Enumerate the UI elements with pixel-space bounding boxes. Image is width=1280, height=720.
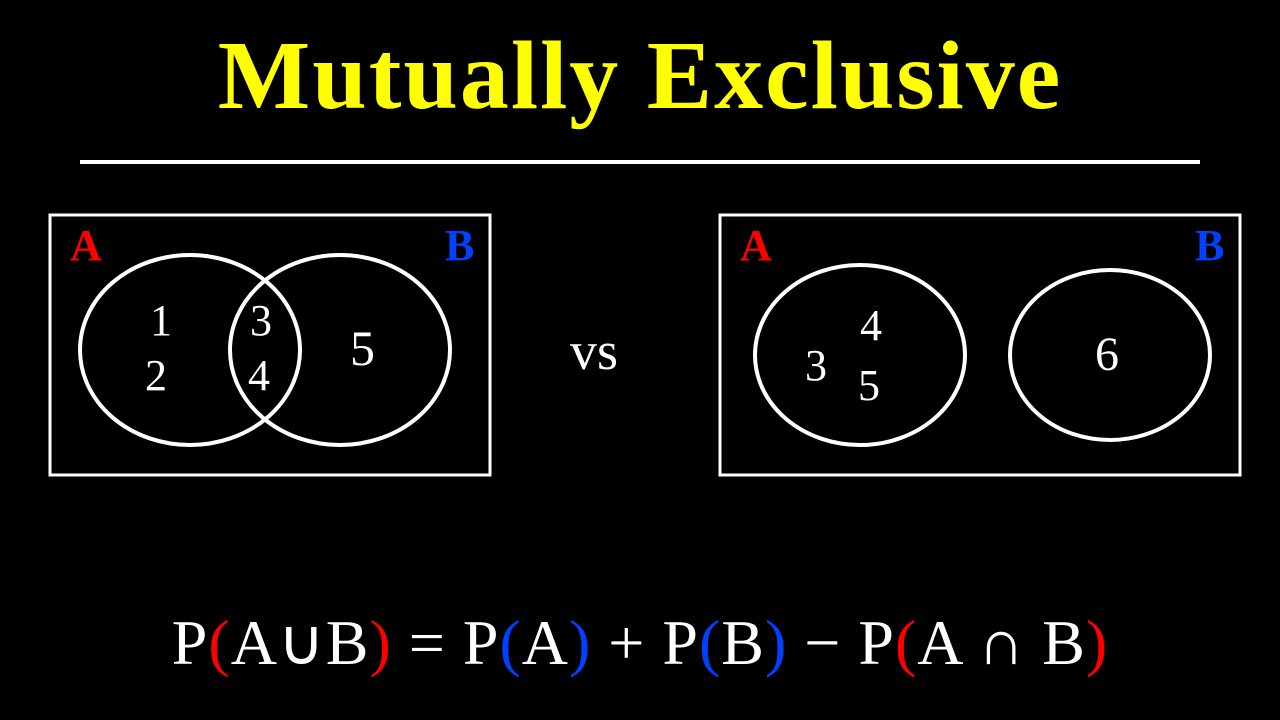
- svg-text:3: 3: [805, 341, 827, 390]
- svg-text:A: A: [740, 221, 772, 270]
- title-underline: [80, 160, 1200, 164]
- svg-text:2: 2: [145, 351, 167, 400]
- svg-text:3: 3: [250, 296, 272, 345]
- svg-text:1: 1: [150, 296, 172, 345]
- svg-text:6: 6: [1095, 328, 1119, 381]
- svg-text:5: 5: [350, 320, 375, 376]
- vs-text: vs: [570, 320, 618, 382]
- svg-text:B: B: [445, 221, 474, 270]
- page-title: Mutually Exclusive: [0, 20, 1280, 132]
- svg-text:A: A: [70, 221, 102, 270]
- probability-formula: P(A∪B) = P(A) + P(B) − P(A ∩ B): [0, 606, 1280, 680]
- svg-text:B: B: [1195, 221, 1224, 270]
- svg-text:5: 5: [858, 361, 880, 410]
- svg-text:4: 4: [248, 351, 270, 400]
- svg-text:4: 4: [860, 301, 882, 350]
